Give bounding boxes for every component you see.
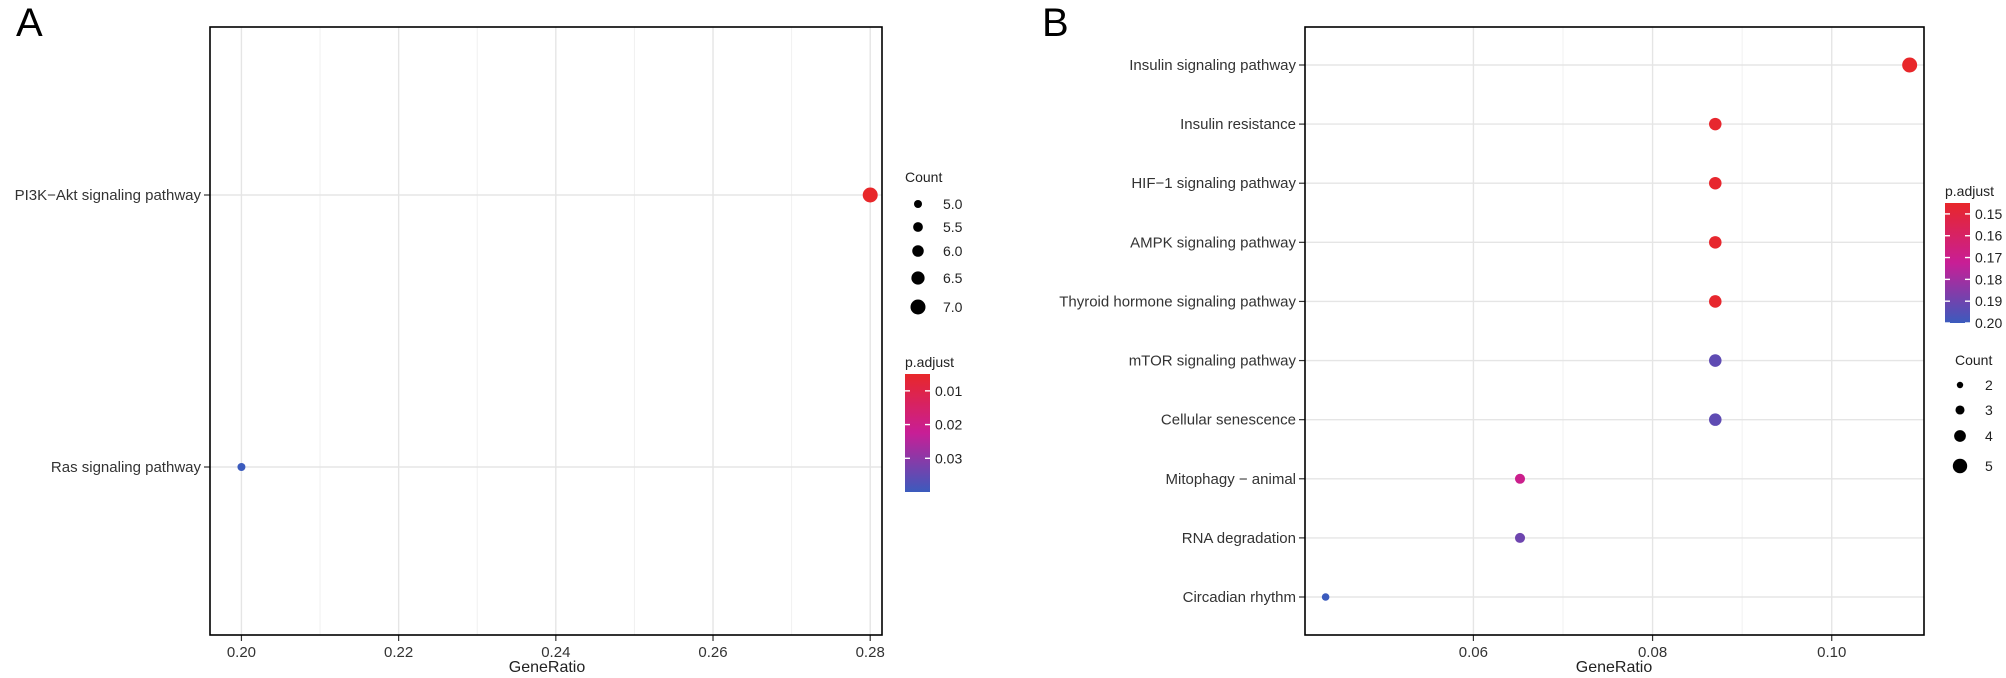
data-point bbox=[1709, 295, 1722, 308]
y-category-label: Ras signaling pathway bbox=[51, 459, 202, 476]
size-legend-key bbox=[910, 299, 926, 315]
data-point bbox=[1709, 117, 1722, 131]
panel-b-size-legend-title: Count bbox=[1955, 352, 1992, 368]
panel-a-size-legend-title: Count bbox=[905, 169, 942, 185]
panel-b: B 0.06 0.08 0.10 Insulin signaling pathway I… bbox=[1042, 1, 2002, 676]
data-point bbox=[1709, 354, 1722, 367]
panel-border bbox=[209, 26, 883, 636]
panel-a-letter: A bbox=[16, 1, 43, 45]
data-point bbox=[862, 187, 878, 203]
y-category-label: mTOR signaling pathway bbox=[1129, 353, 1297, 370]
panel-a-colorbar-ticks: 0.01 0.02 0.03 bbox=[905, 383, 962, 466]
data-point bbox=[1514, 473, 1526, 484]
panel-a-size-legend-keys: 5.0 5.5 6.0 6.5 7.0 bbox=[910, 196, 963, 315]
x-tick-label: 0.08 bbox=[1638, 644, 1667, 661]
y-category-label: Insulin signaling pathway bbox=[1129, 57, 1296, 74]
data-point bbox=[237, 463, 246, 471]
colorbar-label: 0.16 bbox=[1975, 228, 2002, 244]
data-point bbox=[1709, 176, 1722, 190]
panel-b-size-legend-keys: 2 3 4 5 bbox=[1952, 377, 1993, 474]
y-category-label: Insulin resistance bbox=[1180, 116, 1296, 133]
panel-b-colorbar-ticks: 0.15 0.16 0.17 0.18 0.19 0.20 bbox=[1945, 206, 2002, 331]
size-legend-label: 5 bbox=[1985, 458, 1993, 474]
data-point bbox=[1902, 57, 1918, 73]
x-tick-label: 0.26 bbox=[698, 644, 727, 661]
data-point bbox=[1709, 236, 1722, 249]
size-legend-label: 5.0 bbox=[943, 196, 963, 212]
colorbar-label: 0.15 bbox=[1975, 206, 2002, 222]
panel-a-size-legend: Count 5.0 5.5 6.0 6.5 7.0 bbox=[905, 169, 963, 315]
y-category-label: Mitophagy − animal bbox=[1166, 471, 1297, 488]
panel-border bbox=[1304, 26, 1925, 636]
colorbar-label: 0.03 bbox=[935, 450, 962, 466]
panel-b-colorbar bbox=[1945, 203, 1970, 323]
size-legend-key bbox=[1955, 405, 1965, 415]
size-legend-key bbox=[1956, 381, 1964, 389]
y-category-label: HIF−1 signaling pathway bbox=[1131, 175, 1296, 192]
panel-a-color-legend-title: p.adjust bbox=[905, 354, 954, 370]
panel-a-x-axis-title: GeneRatio bbox=[509, 659, 586, 676]
panel-b-color-legend-title: p.adjust bbox=[1945, 183, 1994, 199]
size-legend-key bbox=[1952, 458, 1968, 474]
colorbar-label: 0.18 bbox=[1975, 271, 2002, 287]
size-legend-label: 4 bbox=[1985, 428, 1993, 444]
colorbar-label: 0.01 bbox=[935, 383, 962, 399]
size-legend-label: 7.0 bbox=[943, 299, 963, 315]
size-legend-key bbox=[914, 200, 922, 208]
size-legend-key bbox=[912, 245, 924, 257]
x-tick-label: 0.22 bbox=[384, 644, 413, 661]
panel-b-size-legend: Count 2 3 4 5 bbox=[1952, 352, 1993, 474]
y-category-label: PI3K−Akt signaling pathway bbox=[15, 187, 202, 204]
panel-b-letter: B bbox=[1042, 1, 1069, 45]
panel-a-plot: 0.20 0.22 0.24 0.26 0.28 PI3K−Akt signaling p… bbox=[15, 26, 885, 661]
data-point bbox=[1514, 532, 1526, 543]
panel-a: A 0.20 0.22 0.24 0.26 0.28 PI3K−Akt signaling… bbox=[15, 1, 963, 676]
y-category-label: Circadian rhythm bbox=[1183, 589, 1296, 606]
panel-a-color-legend: p.adjust 0.01 0.02 0.03 bbox=[905, 354, 962, 492]
panel-b-plot: 0.06 0.08 0.10 Insulin signaling pathway Ins… bbox=[1059, 26, 1925, 661]
x-tick-label: 0.06 bbox=[1459, 644, 1488, 661]
y-category-label: Cellular senescence bbox=[1161, 412, 1296, 429]
x-tick-label: 0.28 bbox=[856, 644, 885, 661]
size-legend-key bbox=[913, 222, 923, 232]
size-legend-key bbox=[911, 271, 925, 285]
panel-a-colorbar bbox=[905, 374, 930, 492]
x-tick-label: 0.24 bbox=[541, 644, 570, 661]
x-tick-label: 0.20 bbox=[227, 644, 256, 661]
data-point bbox=[1321, 593, 1330, 601]
y-category-label: Thyroid hormone signaling pathway bbox=[1059, 293, 1296, 310]
size-legend-label: 6.5 bbox=[943, 270, 963, 286]
colorbar-label: 0.17 bbox=[1975, 250, 2002, 266]
size-legend-label: 6.0 bbox=[943, 243, 963, 259]
panel-b-color-legend: p.adjust 0.15 0.16 0.17 0.18 0.19 0.20 bbox=[1945, 183, 2002, 331]
colorbar-label: 0.19 bbox=[1975, 293, 2002, 309]
data-point bbox=[1709, 413, 1722, 426]
size-legend-label: 3 bbox=[1985, 402, 1993, 418]
x-tick-label: 0.10 bbox=[1817, 644, 1846, 661]
y-category-label: AMPK signaling pathway bbox=[1130, 234, 1296, 251]
size-legend-key bbox=[1954, 430, 1966, 442]
panel-b-x-axis-title: GeneRatio bbox=[1576, 659, 1653, 676]
colorbar-label: 0.20 bbox=[1975, 315, 2002, 331]
colorbar-label: 0.02 bbox=[935, 417, 962, 433]
size-legend-label: 2 bbox=[1985, 377, 1993, 393]
size-legend-label: 5.5 bbox=[943, 219, 963, 235]
y-category-label: RNA degradation bbox=[1182, 530, 1296, 547]
